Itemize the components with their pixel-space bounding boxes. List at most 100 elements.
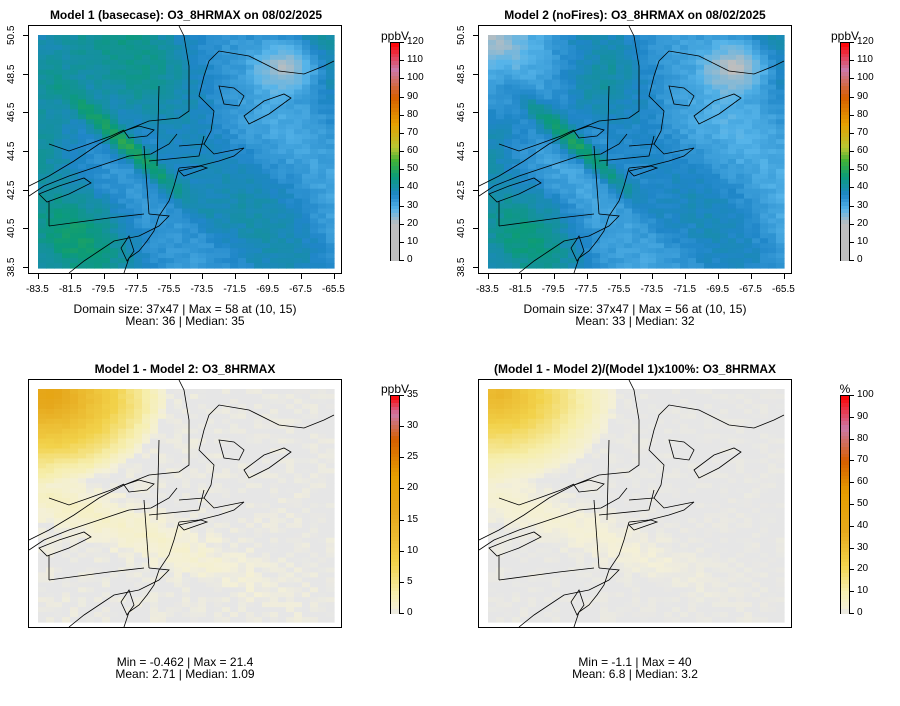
colorbar-tick [850,151,854,152]
colorbar-tick-label: 70 [407,126,419,138]
panel3-stat-line1: Min = -0.462 | Max = 21.4 [116,655,254,669]
colorbar-tick [400,395,404,396]
lat-tick-label: 44.5 [6,141,17,161]
colorbar-tick [400,96,404,98]
lat-tick-label: 50.5 [6,25,17,45]
colorbar-tick [400,519,404,521]
colorbar-tick-label: 15 [407,513,419,525]
boundary-lines [29,26,335,273]
lat-tick [23,73,28,75]
lon-tick-label: -75.5 [157,284,181,295]
lon-tick-label: -77.5 [124,284,148,295]
colorbar-tick-label: 30 [857,199,869,211]
lat-tick-label: 38.5 [6,257,17,277]
colorbar-tick-label: 50 [857,498,869,509]
lat-tick [473,189,478,191]
lon-tick [268,274,270,279]
colorbar-tick-label: 90 [857,90,869,102]
colorbar-tick-label: 110 [857,54,873,66]
boundary-lines [479,26,785,273]
panel3-map [28,379,342,628]
colorbar-tick-label: 20 [857,217,869,229]
colorbar-tick-label: 60 [857,476,869,488]
colorbar-tick-label: 60 [857,145,869,156]
colorbar-tick [850,525,854,527]
lat-tick [23,112,28,114]
lon-tick-label: -83.5 [26,284,49,295]
lat-tick [23,228,28,230]
panel4-stat-line2: Mean: 6.8 | Median: 3.2 [572,667,698,681]
colorbar-tick [850,591,854,593]
boundary-lines [29,380,335,627]
colorbar-tick-label: 90 [857,410,869,422]
grid-cells [488,389,785,623]
lon-tick [652,274,654,279]
lat-tick [473,35,478,36]
lat-tick-label: 42.5 [6,180,17,200]
lon-tick-label: -69.5 [706,284,730,295]
colorbar-tick-label: 40 [857,181,869,193]
lon-tick-label: -73.5 [640,284,664,295]
colorbar-tick-label: 70 [857,126,869,138]
panel4-colorbar [840,395,850,614]
panel3-map-svg [29,380,335,627]
colorbar-tick-label: 100 [857,72,874,84]
colorbar-tick-label: 90 [407,90,419,102]
panel2-stat-line1: Domain size: 37x47 | Max = 56 at (10, 15… [523,302,747,316]
colorbar-tick-label: 0 [857,607,863,618]
panel4-title: (Model 1 - Model 2)/(Model 1)x100%: O3_8… [493,362,777,376]
colorbar-tick [850,460,854,462]
lon-tick [38,274,39,279]
lon-tick-label: -71.5 [673,284,697,295]
panel1-title: Model 1 (basecase): O3_8HRMAX on 08/02/2… [49,8,323,22]
colorbar-tick [850,260,854,261]
lat-tick-label: 46.5 [456,102,467,123]
colorbar-tick [400,169,404,171]
lat-tick [473,151,478,152]
colorbar-tick-label: 80 [857,432,869,444]
colorbar-tick [850,241,854,243]
panel2-colorbar [840,42,850,261]
lon-tick-label: -81.5 [58,284,82,295]
lat-tick [473,73,478,75]
panel1-colorbar [390,42,400,261]
lat-tick [473,267,478,268]
lon-tick [685,274,687,279]
lon-tick [619,274,621,279]
colorbar-tick-label: 50 [857,163,869,175]
lon-tick [520,274,522,279]
panel2-colorbar-unit: ppbV [830,29,860,43]
colorbar-tick-label: 10 [857,235,869,247]
lat-tick [473,112,478,114]
colorbar-tick-label: 10 [407,544,419,556]
panel1-stat-line2: Mean: 36 | Median: 35 [125,314,245,328]
colorbar-tick [850,416,854,418]
lon-tick-label: -75.5 [607,284,631,295]
lon-tick [169,274,171,279]
panel1-stat-line1: Domain size: 37x47 | Max = 58 at (10, 15… [73,302,297,316]
lat-tick-label: 40.5 [456,218,467,239]
lon-tick [751,274,753,279]
colorbar-tick [850,96,854,98]
lon-tick [136,274,138,279]
colorbar-tick-label: 70 [857,454,869,466]
colorbar-tick [850,205,854,207]
colorbar-tick-label: 0 [407,607,413,618]
lon-tick [334,274,335,279]
colorbar-tick-label: 100 [407,72,424,84]
panel1-map-svg [29,26,335,273]
colorbar-tick-label: 110 [407,54,423,66]
lat-tick [23,267,28,268]
lon-tick [553,274,555,279]
lat-tick-label: 38.5 [456,257,467,277]
lon-tick-label: -79.5 [91,284,115,295]
colorbar-tick [850,395,854,396]
colorbar-tick [400,457,404,459]
grid-cells [488,35,785,269]
colorbar-tick-label: 50 [407,163,419,175]
lat-tick [473,228,478,230]
colorbar-tick [400,60,404,62]
colorbar-tick-label: 20 [407,482,419,494]
colorbar-tick [850,60,854,62]
colorbar-tick-label: 120 [857,36,874,47]
